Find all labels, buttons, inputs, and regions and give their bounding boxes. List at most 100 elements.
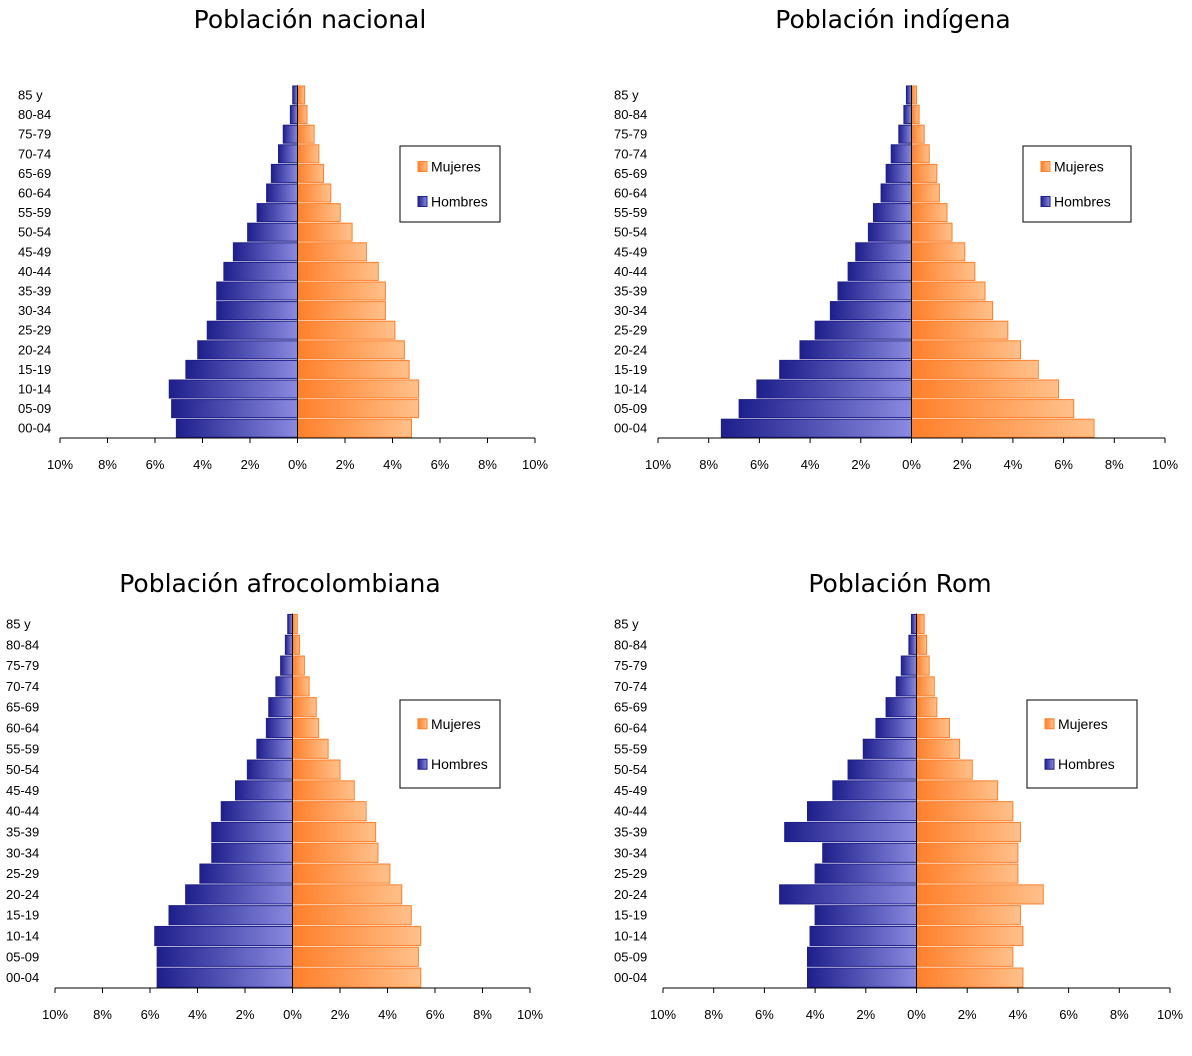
x-tick-label: 6% [1054,457,1073,472]
legend-label-mujeres: Mujeres [1054,159,1104,175]
chart-title: Población afrocolombiana [119,569,440,598]
bar-mujeres-25-29 [916,863,1019,884]
age-group-label: 45-49 [18,244,51,259]
age-group-label: 65-69 [614,166,647,181]
bar-mujeres-55-59 [911,203,948,223]
bar-hombres-55-59 [256,738,293,759]
age-group-label: 65-69 [18,166,51,181]
age-group-label: 45-49 [614,783,647,798]
bar-hombres-70-74 [895,676,917,697]
age-group-label: 80-84 [614,637,647,652]
bar-hombres-10-14 [809,925,918,947]
bar-hombres-05-09 [171,399,298,419]
age-group-label: 25-29 [6,866,39,881]
bar-mujeres-80-84 [911,105,920,125]
age-group-label: 20-24 [614,887,647,902]
bar-mujeres-35-39 [916,821,1021,843]
age-group-label: 60-64 [18,186,51,201]
bar-mujeres-65-69 [292,697,317,718]
bar-hombres-80-84 [903,105,913,125]
bar-hombres-15-19 [185,359,298,379]
bar-mujeres-20-24 [911,340,1022,360]
bar-hombres-75-79 [282,124,298,144]
x-tick-label: 4% [193,457,212,472]
x-tick-label: 0% [907,1007,926,1022]
bar-hombres-85-y [910,613,917,635]
x-tick-label: 4% [1004,457,1023,472]
age-group-label: 70-74 [614,146,647,161]
x-tick-label: 8% [93,1007,112,1022]
bar-mujeres-05-09 [297,399,420,419]
bar-hombres-85-y [287,613,293,635]
age-group-label: 25-29 [614,866,647,881]
x-tick-label: 4% [1009,1007,1028,1022]
age-group-label: 70-74 [6,679,39,694]
bar-hombres-40-44 [220,801,293,822]
age-group-label: 75-79 [614,127,647,142]
bar-hombres-50-54 [246,759,293,780]
bar-mujeres-25-29 [911,320,1009,340]
age-group-label: 05-09 [18,401,51,416]
legend-box [1022,145,1132,223]
bar-mujeres-75-79 [297,124,315,144]
age-group-label: 15-19 [18,362,51,377]
bar-hombres-70-74 [275,676,293,697]
age-group-label: 60-64 [6,721,39,736]
age-group-label: 20-24 [614,342,647,357]
x-tick-label: 4% [806,1007,825,1022]
legend-swatch-mujeres [1044,718,1055,730]
bar-mujeres-05-09 [292,946,419,967]
legend-box [399,145,501,223]
x-tick-label: 8% [1105,457,1124,472]
x-tick-label: 10% [1152,457,1178,472]
age-group-label: 05-09 [6,949,39,964]
x-tick-label: 10% [47,457,73,472]
age-group-label: 45-49 [614,244,647,259]
bar-hombres-40-44 [223,261,298,281]
bar-mujeres-65-69 [911,163,938,183]
bar-mujeres-10-14 [911,379,1060,399]
bar-hombres-30-34 [216,301,298,321]
bar-hombres-25-29 [814,863,917,884]
x-tick-label: 8% [473,1007,492,1022]
age-group-label: 55-59 [18,205,51,220]
age-group-label: 50-54 [18,225,51,240]
age-group-label: 85 y [614,88,639,103]
x-tick-label: 4% [801,457,820,472]
bar-mujeres-45-49 [911,242,966,262]
age-group-label: 65-69 [6,700,39,715]
bar-mujeres-75-79 [916,655,930,676]
x-tick-label: 0% [283,1007,302,1022]
x-tick-label: 10% [42,1007,68,1022]
bar-hombres-00-04 [175,418,298,438]
bar-mujeres-20-24 [297,340,405,360]
bar-mujeres-00-04 [292,967,422,988]
bar-mujeres-25-29 [297,320,396,340]
bar-mujeres-15-19 [297,359,410,379]
bar-mujeres-20-24 [292,884,403,905]
age-group-label: 75-79 [614,658,647,673]
bar-mujeres-40-44 [916,801,1014,822]
age-group-label: 00-04 [6,970,39,985]
bar-hombres-45-49 [232,242,298,262]
age-group-label: 55-59 [614,205,647,220]
bar-mujeres-30-34 [297,301,386,321]
age-group-label: 10-14 [6,929,39,944]
age-group-label: 25-29 [614,323,647,338]
x-tick-label: 10% [645,457,671,472]
bar-mujeres-30-34 [911,301,994,321]
bar-mujeres-25-29 [292,863,391,884]
bar-mujeres-75-79 [911,124,925,144]
bar-mujeres-35-39 [292,821,377,843]
bar-hombres-15-19 [814,905,917,926]
legend-swatch-mujeres [1040,161,1051,173]
bar-hombres-60-64 [880,183,913,203]
x-tick-label: 8% [478,457,497,472]
bar-mujeres-60-64 [916,717,950,739]
bar-hombres-55-59 [256,203,298,223]
legend-swatch-hombres [417,195,428,207]
x-tick-label: 8% [1110,1007,1129,1022]
bar-hombres-05-09 [806,946,917,967]
bar-hombres-80-84 [908,634,918,655]
bar-hombres-15-19 [779,359,912,379]
